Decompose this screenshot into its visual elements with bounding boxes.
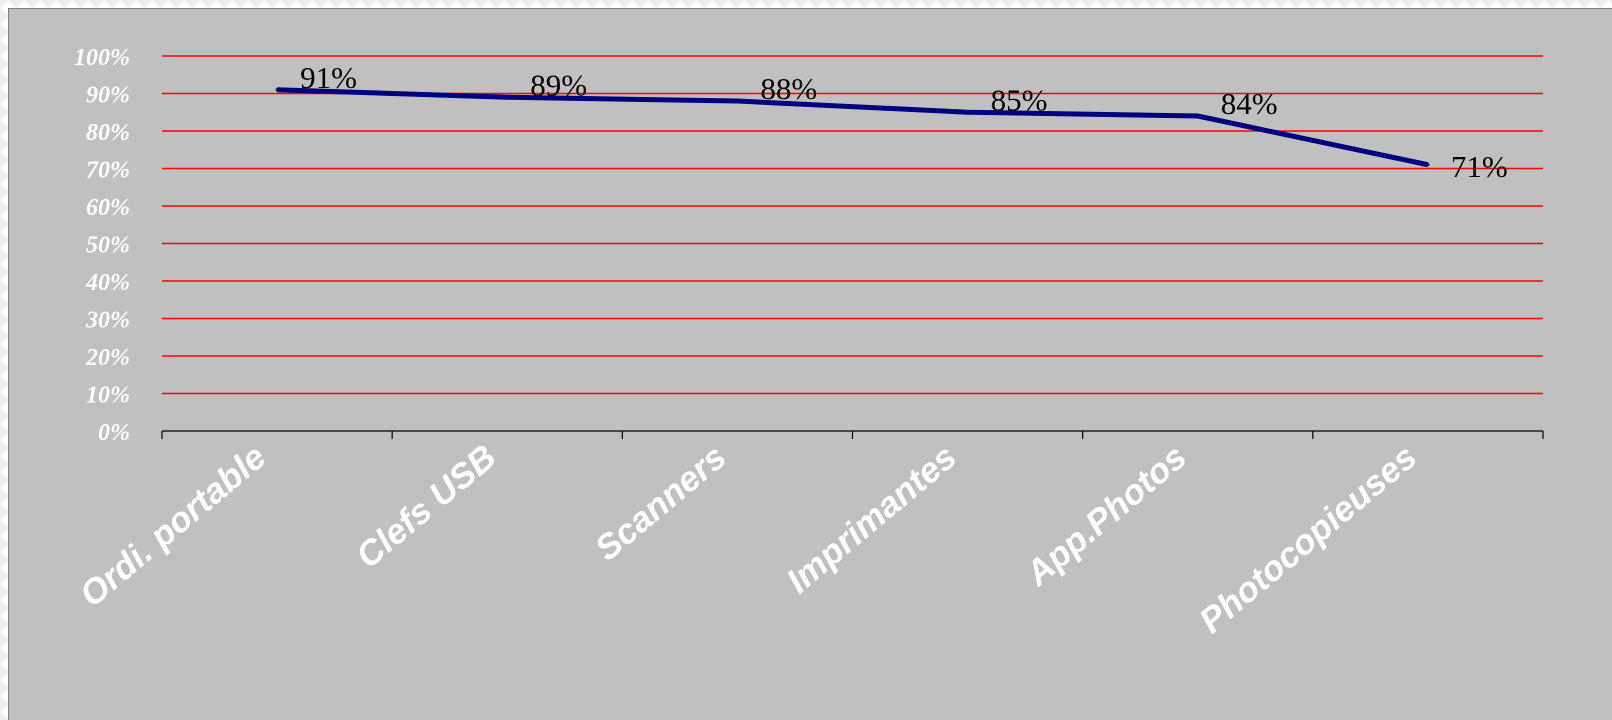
y-tick-label: 80%	[86, 120, 130, 146]
y-tick-label: 20%	[85, 345, 130, 371]
data-point	[1196, 114, 1200, 118]
x-axis	[161, 430, 1544, 439]
data-label: 71%	[1451, 149, 1508, 184]
gridlines	[162, 55, 1543, 395]
data-point	[505, 95, 509, 99]
x-tick-label: Scanners	[588, 437, 734, 568]
data-label: 88%	[760, 71, 817, 106]
x-axis-tick-labels: Ordi. portable Clefs USB Scanners Imprimant…	[72, 437, 1424, 641]
x-tick-label: Imprimantes	[779, 437, 964, 601]
y-tick-label: 0%	[98, 420, 130, 446]
chart-area: 0% 10% 20% 30% 40% 50% 60% 70% 80% 90% 100% Ordi. …	[8, 8, 1612, 720]
y-axis-tick-labels: 0% 10% 20% 30% 40% 50% 60% 70% 80% 90% 100%	[74, 45, 130, 446]
data-point	[1426, 163, 1430, 167]
x-tick-label: App.Photos	[1018, 437, 1194, 594]
y-tick-label: 100%	[74, 45, 130, 71]
data-label: 89%	[530, 67, 587, 102]
y-tick-label: 50%	[86, 233, 130, 259]
line-chart: 0% 10% 20% 30% 40% 50% 60% 70% 80% 90% 100% Ordi. …	[72, 45, 1544, 641]
data-point	[735, 99, 739, 103]
y-tick-label: 30%	[85, 308, 130, 334]
x-tick-label: Ordi. portable	[72, 437, 273, 614]
y-tick-label: 60%	[86, 195, 130, 221]
data-point	[275, 88, 279, 92]
y-tick-label: 70%	[86, 158, 130, 184]
data-label: 84%	[1221, 86, 1278, 121]
data-labels: 91% 89% 88% 85% 84% 71%	[300, 60, 1508, 184]
data-label: 91%	[300, 60, 357, 95]
y-tick-label: 90%	[86, 83, 130, 109]
series-line-path	[277, 87, 1429, 168]
data-label: 85%	[991, 82, 1048, 117]
y-tick-label: 10%	[86, 383, 130, 409]
x-tick-label: Clefs USB	[349, 437, 504, 576]
series-line	[275, 87, 1430, 168]
data-point	[966, 110, 970, 114]
y-tick-label: 40%	[85, 270, 130, 296]
x-tick-label: Photocopieuses	[1192, 437, 1424, 641]
